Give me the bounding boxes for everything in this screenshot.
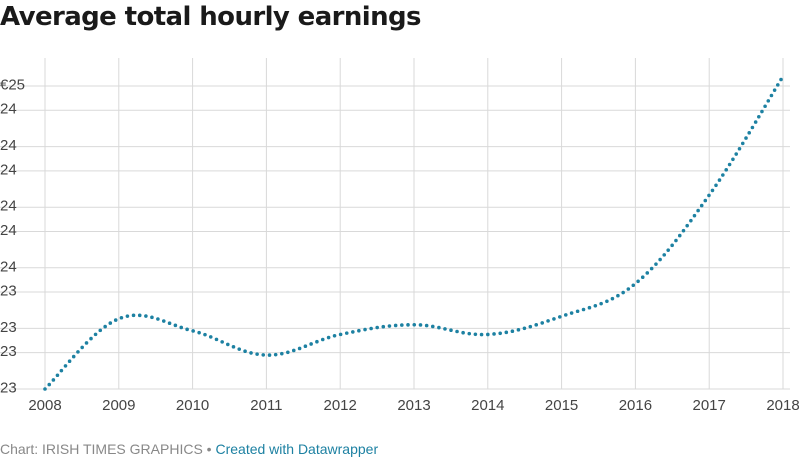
y-tick-label: 24 <box>0 198 17 215</box>
footer-separator: • <box>206 441 212 457</box>
chart-title: Average total hourly earnings <box>0 2 422 32</box>
y-tick-label: 24 <box>0 161 17 178</box>
y-tick-label: 24 <box>0 258 17 275</box>
x-tick-label: 2013 <box>397 397 430 414</box>
y-tick-label: €25 <box>0 76 25 93</box>
x-tick-label: 2014 <box>471 397 504 414</box>
y-tick-label: 24 <box>0 222 17 239</box>
source-credit: Chart: IRISH TIMES GRAPHICS <box>0 441 203 457</box>
y-tick-label: 24 <box>0 101 17 118</box>
series-line <box>43 74 785 391</box>
x-tick-label: 2016 <box>619 397 652 414</box>
x-tick-label: 2015 <box>545 397 578 414</box>
x-axis-labels: 2008 2009 2010 2011 2012 2013 2014 2015 2016 2017… <box>28 397 799 414</box>
x-tick-label: 2018 <box>766 397 799 414</box>
y-tick-label: 23 <box>0 319 17 336</box>
x-tick-label: 2012 <box>324 397 357 414</box>
horizontal-gridlines <box>0 85 790 390</box>
y-tick-label: 24 <box>0 137 17 154</box>
vertical-gridlines <box>44 58 784 389</box>
x-tick-label: 2017 <box>693 397 726 414</box>
y-axis-labels: 23 23 23 23 24 24 24 24 24 24 €25 <box>0 76 25 396</box>
x-tick-label: 2008 <box>28 397 61 414</box>
y-tick-label: 23 <box>0 379 17 396</box>
datawrapper-link[interactable]: Created with Datawrapper <box>215 441 379 457</box>
chart-footer: Chart: IRISH TIMES GRAPHICS • Created wi… <box>0 441 378 457</box>
x-tick-label: 2011 <box>250 397 282 414</box>
y-tick-label: 23 <box>0 283 17 300</box>
x-tick-label: 2009 <box>102 397 135 414</box>
y-tick-label: 23 <box>0 343 17 360</box>
x-tick-label: 2010 <box>176 397 209 414</box>
